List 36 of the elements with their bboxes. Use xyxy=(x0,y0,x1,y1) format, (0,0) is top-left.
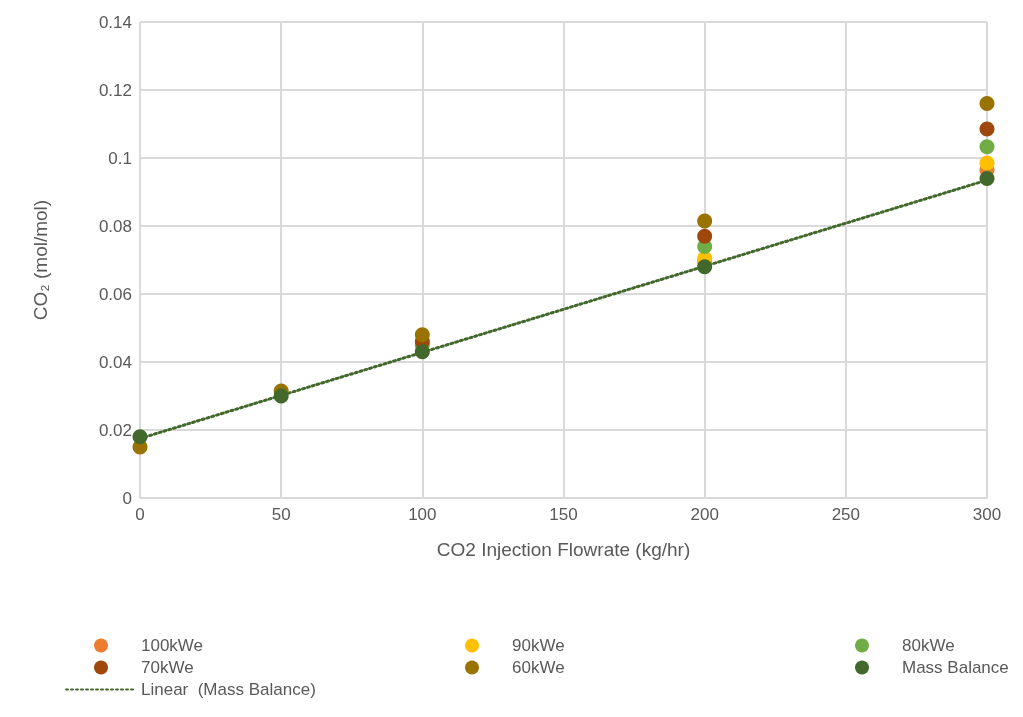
point xyxy=(979,139,995,155)
y-tick-label: 0.14 xyxy=(98,12,132,32)
y-axis-title: CO₂ (mol/mol) xyxy=(30,199,51,321)
y-tick-label: 0.08 xyxy=(98,216,132,236)
x-tick-label: 250 xyxy=(831,505,861,524)
legend-label: 90kWe xyxy=(512,636,565,655)
point xyxy=(979,96,995,112)
y-tick-label: 0.12 xyxy=(98,80,132,100)
point xyxy=(697,259,713,275)
y-tick-label: 0.04 xyxy=(98,352,132,372)
y-tick-label: 0.02 xyxy=(98,420,132,440)
legend-label: 70kWe xyxy=(141,658,194,677)
legend-label: Linear (Mass Balance) xyxy=(141,680,316,699)
y-tick-label: 0 xyxy=(122,488,132,508)
point xyxy=(979,170,995,186)
x-tick-label: 200 xyxy=(690,505,719,524)
point xyxy=(697,213,713,229)
point xyxy=(414,327,430,343)
x-tick-label: 100 xyxy=(408,505,437,524)
legend-label: 60kWe xyxy=(512,658,565,677)
x-axis-title: CO2 Injection Flowrate (kg/hr) xyxy=(436,539,691,560)
point xyxy=(132,429,148,445)
point xyxy=(273,388,289,404)
x-tick-label: 50 xyxy=(271,505,291,524)
x-tick-label: 300 xyxy=(972,505,1002,524)
point xyxy=(979,121,995,137)
legend-label: 80kWe xyxy=(902,636,955,655)
y-tick-label: 0.1 xyxy=(108,148,132,168)
point xyxy=(414,344,430,360)
x-tick-label: 0 xyxy=(135,505,145,524)
point xyxy=(979,155,995,171)
legend-label: Mass Balance xyxy=(902,658,1009,677)
x-tick-label: 150 xyxy=(549,505,578,524)
legend-label: 100kWe xyxy=(141,636,204,655)
point xyxy=(697,228,713,244)
y-tick-label: 0.06 xyxy=(98,284,132,304)
